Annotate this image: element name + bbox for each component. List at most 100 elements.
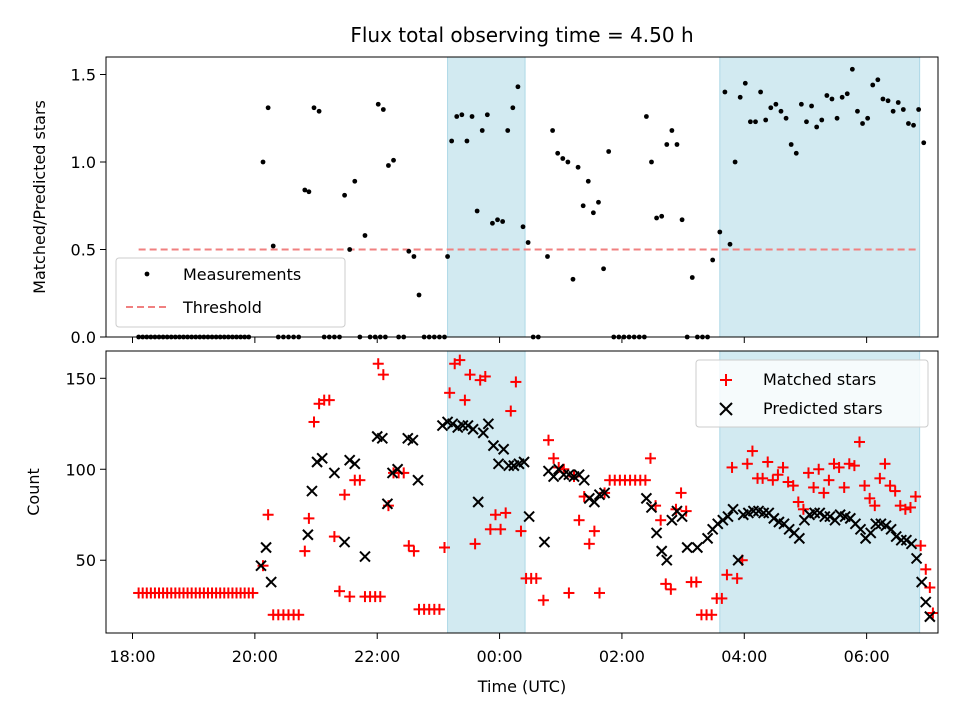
measurement-point xyxy=(804,119,809,125)
matched-star-point xyxy=(915,540,927,552)
measurement-point xyxy=(474,208,480,214)
matched-star-point xyxy=(530,572,542,584)
top-legend: Measurements Threshold xyxy=(115,257,346,328)
matched-star-point xyxy=(344,591,356,603)
predicted-star-point xyxy=(920,596,932,608)
matched-star-point xyxy=(716,592,728,604)
matched-star-point xyxy=(644,452,656,464)
legend-measurements-marker xyxy=(144,271,150,277)
measurement-point xyxy=(406,248,412,254)
matched-star-point xyxy=(879,458,891,470)
measurement-point xyxy=(590,210,596,216)
predicted-star-point xyxy=(900,534,913,546)
x-tick-label: 04:00 xyxy=(721,647,767,666)
y-tick-label: 1.5 xyxy=(71,66,96,85)
measurement-point xyxy=(880,96,886,102)
predicted-star-point xyxy=(655,545,668,557)
matched-star-point xyxy=(537,594,549,606)
matched-star-point xyxy=(548,452,560,464)
matched-star-point xyxy=(650,500,662,512)
legend-matched-marker xyxy=(720,374,732,386)
matched-star-point xyxy=(721,569,733,581)
x-axis-label: Time (UTC) xyxy=(477,677,566,696)
measurement-point xyxy=(679,217,685,223)
predicted-star-point xyxy=(747,505,760,517)
predicted-star-point xyxy=(645,501,658,514)
predicted-star-point xyxy=(359,550,371,563)
matched-star-point xyxy=(247,587,259,599)
measurement-point xyxy=(710,257,716,263)
measurement-point xyxy=(844,91,850,97)
matched-star-point xyxy=(328,531,340,543)
predicted-star-point xyxy=(650,527,663,539)
measurement-point xyxy=(768,105,774,111)
matched-star-point xyxy=(859,480,871,492)
matched-star-point xyxy=(372,358,384,370)
measurement-point xyxy=(550,128,555,133)
measurement-point xyxy=(717,229,723,235)
matched-star-point xyxy=(489,509,501,521)
predicted-star-point xyxy=(588,496,601,508)
measurement-point xyxy=(265,105,271,111)
measurement-point xyxy=(778,108,784,114)
predicted-star-point xyxy=(343,454,356,466)
measurement-point xyxy=(906,121,911,126)
matched-star-point xyxy=(884,480,896,492)
measurement-point xyxy=(855,108,860,114)
matched-star-point xyxy=(838,481,850,493)
predicted-star-point xyxy=(640,492,653,505)
y-tick-label: 100 xyxy=(65,460,96,479)
predicted-star-point xyxy=(492,458,505,470)
measurement-point xyxy=(829,96,835,102)
matched-star-point xyxy=(484,523,496,535)
matched-star-point xyxy=(403,540,415,552)
measurement-point xyxy=(742,80,748,86)
predicted-star-point xyxy=(523,510,535,523)
matched-star-point xyxy=(257,560,269,572)
y-tick-label: 0.0 xyxy=(71,328,96,347)
matched-star-point xyxy=(299,545,311,557)
measurement-point xyxy=(411,254,417,259)
measurement-point xyxy=(362,233,368,238)
matched-star-point xyxy=(665,583,677,595)
measurement-point xyxy=(449,138,455,144)
matched-star-point xyxy=(660,578,672,590)
matched-star-point xyxy=(706,609,718,621)
measurement-point xyxy=(570,276,576,282)
top-y-ticks: 0.0 0.5 1.0 1.5 xyxy=(71,66,106,347)
predicted-star-point xyxy=(477,427,489,439)
matched-star-point xyxy=(354,474,366,486)
predicted-star-point xyxy=(436,419,449,432)
measurement-point xyxy=(758,89,763,95)
shaded-interval xyxy=(447,56,526,338)
predicted-star-point xyxy=(482,418,495,430)
top-x-ticks xyxy=(132,337,868,343)
matched-star-point xyxy=(303,512,315,524)
measurement-point xyxy=(900,107,906,112)
top-legend-box xyxy=(115,257,346,328)
measurement-point xyxy=(737,94,743,100)
measurement-point xyxy=(911,122,916,128)
matched-star-point xyxy=(639,474,651,486)
measurement-point xyxy=(606,149,612,154)
measurement-point xyxy=(814,124,820,130)
matched-star-point xyxy=(433,603,445,615)
predicted-star-point xyxy=(676,510,688,523)
y-tick-label: 0.5 xyxy=(71,241,96,260)
measurement-point xyxy=(921,140,927,146)
matched-star-point xyxy=(583,538,595,550)
matched-star-point xyxy=(869,500,881,512)
matched-star-point xyxy=(823,474,835,486)
predicted-star-point xyxy=(783,523,795,536)
y-tick-label: 50 xyxy=(76,551,96,570)
measurement-point xyxy=(495,217,500,223)
predicted-star-point xyxy=(386,467,399,479)
matched-star-point xyxy=(899,503,911,515)
predicted-star-point xyxy=(558,469,570,481)
matched-star-point xyxy=(515,525,527,537)
matched-star-point xyxy=(746,445,758,457)
matched-star-point xyxy=(910,491,922,503)
predicted-star-point xyxy=(732,554,744,566)
measurement-point xyxy=(525,240,531,245)
measurement-point xyxy=(311,105,317,111)
